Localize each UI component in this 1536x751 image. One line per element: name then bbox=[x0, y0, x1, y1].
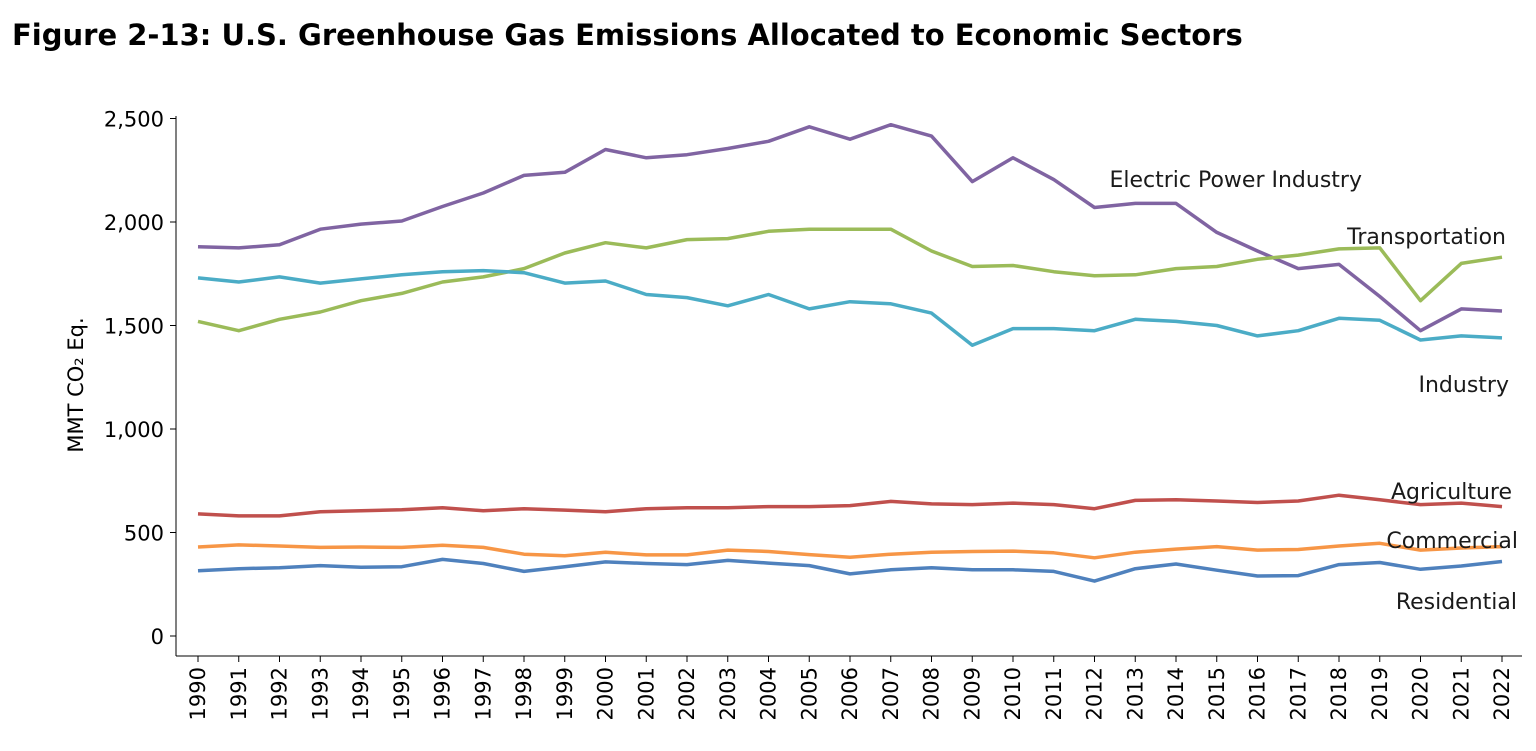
x-tick-label: 2001 bbox=[634, 667, 658, 720]
x-tick-label: 2005 bbox=[797, 667, 821, 720]
x-tick-label: 2014 bbox=[1164, 667, 1188, 720]
x-tick-label: 1996 bbox=[431, 667, 455, 720]
x-tick-label: 2004 bbox=[757, 667, 781, 720]
x-tick-label: 2009 bbox=[960, 667, 984, 720]
series-label-transportation: Transportation bbox=[1346, 225, 1506, 250]
axes bbox=[175, 116, 1522, 657]
y-tick-label: 500 bbox=[124, 522, 164, 546]
x-tick-label: 2002 bbox=[675, 667, 699, 720]
y-tick-label: 1,500 bbox=[104, 315, 164, 339]
x-tick-label: 1990 bbox=[186, 667, 210, 720]
y-tick-label: 0 bbox=[151, 625, 164, 649]
x-tick-label: 2006 bbox=[838, 667, 862, 720]
x-tick-label: 2018 bbox=[1327, 667, 1351, 720]
series-label-industry: Industry bbox=[1419, 373, 1510, 398]
x-tick-label: 2019 bbox=[1368, 667, 1392, 720]
series-line-agriculture bbox=[197, 493, 1503, 518]
x-tick-label: 2017 bbox=[1286, 667, 1310, 720]
series-line-commercial bbox=[197, 541, 1503, 560]
series-lines bbox=[197, 122, 1503, 583]
x-tick-label: 1995 bbox=[390, 667, 414, 720]
x-tick-label: 2003 bbox=[716, 667, 740, 720]
series-label-residential: Residential bbox=[1396, 590, 1517, 615]
x-tick-label: 2007 bbox=[879, 667, 903, 720]
y-tick-label: 2,500 bbox=[104, 108, 164, 132]
y-axis-title: MMT CO₂ Eq. bbox=[64, 317, 88, 452]
y-tick-label: 2,000 bbox=[104, 211, 164, 235]
x-tick-label: 1998 bbox=[512, 667, 536, 720]
x-tick-label: 2016 bbox=[1246, 667, 1270, 720]
x-tick-label: 2015 bbox=[1205, 667, 1229, 720]
series-label-agriculture: Agriculture bbox=[1391, 480, 1512, 505]
x-tick-label: 2022 bbox=[1490, 667, 1514, 720]
series-label-commercial: Commercial bbox=[1386, 529, 1518, 554]
x-tick-label: 1993 bbox=[308, 667, 332, 720]
figure-title: Figure 2-13: U.S. Greenhouse Gas Emissio… bbox=[12, 18, 1243, 52]
x-tick-label: 2010 bbox=[1001, 667, 1025, 720]
x-tick-label: 1994 bbox=[349, 667, 373, 720]
series-line-residential bbox=[197, 557, 1503, 583]
x-tick-label: 2000 bbox=[594, 667, 618, 720]
x-tick-label: 1992 bbox=[268, 667, 292, 720]
series-line-electric-power-industry bbox=[197, 122, 1503, 333]
x-tick-label: 2008 bbox=[920, 667, 944, 720]
x-tick-label: 2011 bbox=[1042, 667, 1066, 720]
x-tick-label: 2013 bbox=[1123, 667, 1147, 720]
series-labels: Electric Power Industry Transportation Ind… bbox=[1109, 168, 1518, 615]
x-tick-label: 1997 bbox=[471, 667, 495, 720]
series-line-transportation bbox=[197, 227, 1503, 333]
x-ticks: 1990 1991 1992 1993 1994 1995 1996 1997 1998 1999… bbox=[186, 656, 1514, 720]
y-ticks: 0 500 1,000 1,500 2,000 2,500 bbox=[104, 108, 176, 649]
series-line-industry bbox=[197, 268, 1503, 347]
series-label-electric-power-industry: Electric Power Industry bbox=[1109, 168, 1362, 193]
x-tick-label: 1991 bbox=[227, 667, 251, 720]
x-tick-label: 2020 bbox=[1409, 667, 1433, 720]
x-tick-label: 2021 bbox=[1449, 667, 1473, 720]
x-tick-label: 1999 bbox=[553, 667, 577, 720]
x-tick-label: 2012 bbox=[1083, 667, 1107, 720]
y-tick-label: 1,000 bbox=[104, 418, 164, 442]
